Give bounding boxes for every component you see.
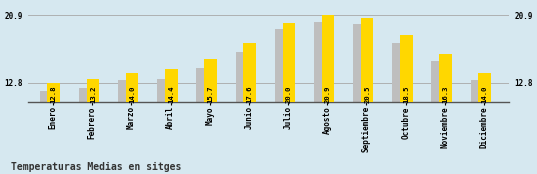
Bar	[439, 54, 452, 174]
Text: 12.8: 12.8	[50, 85, 57, 103]
Bar	[322, 15, 334, 174]
Text: Temperaturas Medias en sitges: Temperaturas Medias en sitges	[11, 162, 181, 172]
Text: 13.2: 13.2	[90, 85, 96, 103]
Text: 14.0: 14.0	[482, 85, 488, 103]
Text: 17.6: 17.6	[246, 85, 252, 103]
Bar	[471, 80, 483, 174]
Text: 16.3: 16.3	[442, 85, 448, 103]
Bar	[243, 43, 256, 174]
Bar	[40, 91, 52, 174]
Bar	[197, 68, 209, 174]
Bar	[236, 52, 248, 174]
Bar	[478, 73, 491, 174]
Bar	[400, 35, 412, 174]
Bar	[165, 69, 178, 174]
Bar	[157, 79, 170, 174]
Bar	[79, 88, 91, 174]
Text: 20.5: 20.5	[364, 85, 370, 103]
Text: 20.0: 20.0	[286, 85, 292, 103]
Text: 15.7: 15.7	[207, 85, 213, 103]
Bar	[47, 83, 60, 174]
Bar	[393, 43, 405, 174]
Bar	[126, 73, 139, 174]
Bar	[282, 23, 295, 174]
Bar	[204, 58, 217, 174]
Text: 14.4: 14.4	[168, 85, 174, 103]
Bar	[361, 18, 373, 174]
Text: 14.0: 14.0	[129, 85, 135, 103]
Bar	[118, 80, 130, 174]
Text: 18.5: 18.5	[403, 85, 409, 103]
Bar	[86, 80, 99, 174]
Bar	[275, 29, 287, 174]
Bar	[432, 61, 444, 174]
Bar	[353, 24, 366, 174]
Bar	[314, 22, 326, 174]
Text: 20.9: 20.9	[325, 85, 331, 103]
